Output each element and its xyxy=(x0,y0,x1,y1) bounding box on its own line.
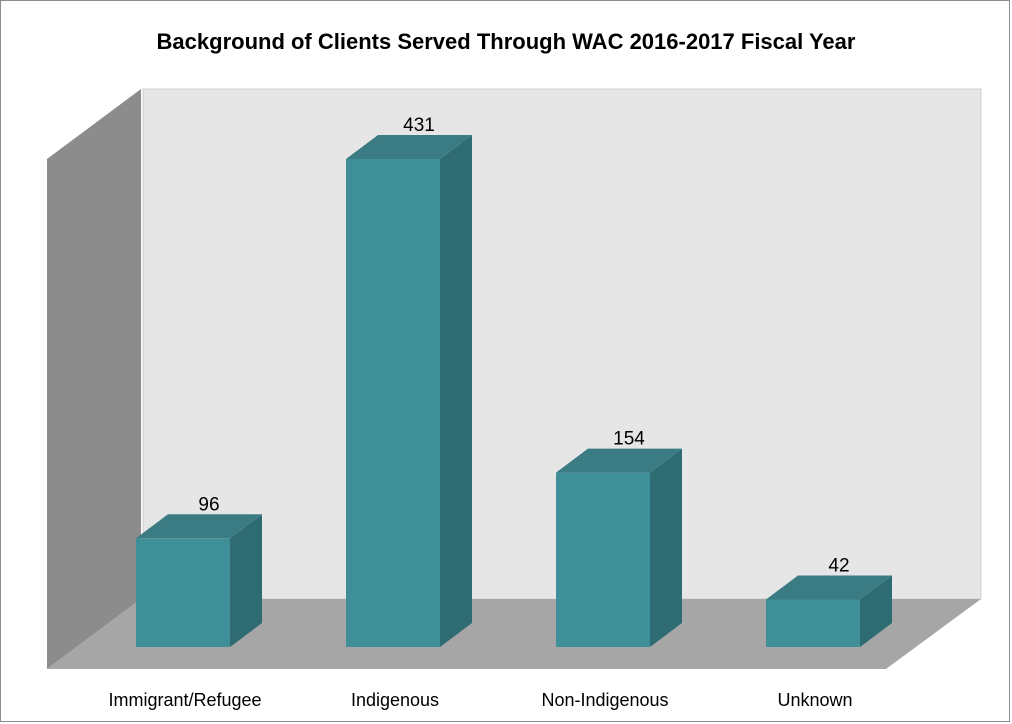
bar-1 xyxy=(346,135,472,647)
data-label-3: 42 xyxy=(828,555,849,576)
bar-0 xyxy=(136,514,262,647)
bars-group xyxy=(136,135,892,647)
category-labels-group: Immigrant/Refugee Indigenous Non-Indigenou… xyxy=(108,690,852,710)
bar-front-1 xyxy=(346,159,440,647)
category-label-0: Immigrant/Refugee xyxy=(108,690,261,710)
category-label-2: Non-Indigenous xyxy=(541,690,668,710)
value-labels-group: 96 431 154 42 xyxy=(198,115,849,576)
bar-front-0 xyxy=(136,538,230,647)
bar-side-1 xyxy=(440,135,472,647)
category-label-3: Unknown xyxy=(777,690,852,710)
bar-front-3 xyxy=(766,599,860,647)
bar-top-0 xyxy=(136,514,262,539)
chart-title: Background of Clients Served Through WAC… xyxy=(156,29,856,54)
data-label-1: 431 xyxy=(403,115,435,136)
bar-side-2 xyxy=(650,448,682,647)
data-label-2: 154 xyxy=(613,429,645,450)
bar-top-1 xyxy=(346,135,472,159)
data-label-0: 96 xyxy=(198,494,219,515)
bar-2 xyxy=(556,448,682,647)
category-label-1: Indigenous xyxy=(351,690,439,710)
floor xyxy=(47,599,981,669)
bar-top-3 xyxy=(766,575,892,600)
bar-side-3 xyxy=(860,575,892,647)
bar-side-0 xyxy=(230,514,262,647)
bar-3 xyxy=(766,575,892,647)
side-wall xyxy=(47,89,141,669)
bar-front-2 xyxy=(556,472,650,647)
bar-top-2 xyxy=(556,448,682,473)
